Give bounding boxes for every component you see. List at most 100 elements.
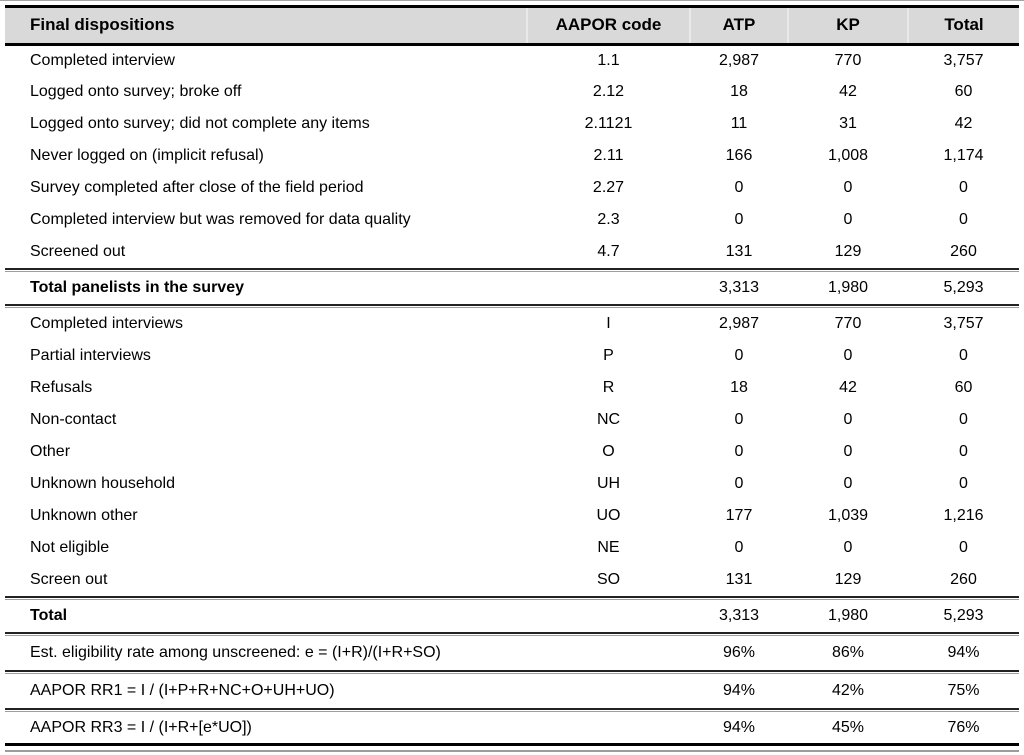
cell-total: 1,216 xyxy=(943,507,984,524)
cell-atp: 0 xyxy=(734,211,744,228)
page-top-edge-line xyxy=(0,0,1024,1)
cell-kp: 0 xyxy=(843,411,853,428)
cell-kp: 0 xyxy=(843,539,853,556)
section-divider xyxy=(5,268,1019,272)
cell-label: Refusals xyxy=(30,379,93,396)
cell-kp: 770 xyxy=(834,51,862,69)
cell-aapor-code: P xyxy=(603,347,614,364)
cell-aapor-code: SO xyxy=(596,571,621,588)
cell-aapor-code: 1.1 xyxy=(597,51,620,69)
cell-kp: 42 xyxy=(839,83,857,100)
cell-aapor-code: UH xyxy=(596,475,621,492)
cell-atp: 3,313 xyxy=(718,607,760,624)
cell-atp: 131 xyxy=(725,571,753,588)
cell-atp: 166 xyxy=(725,147,753,164)
cell-label: Total panelists in the survey xyxy=(30,279,244,296)
cell-aapor-code: 2.1121 xyxy=(584,115,633,132)
cell-total: 94% xyxy=(947,644,980,661)
cell-aapor-code: I xyxy=(606,315,611,332)
column-header-kp: KP xyxy=(787,8,908,46)
cell-kp: 86% xyxy=(831,644,865,661)
cell-atp: 0 xyxy=(734,347,744,364)
table-row: Logged onto survey; broke off 2.12 18 42… xyxy=(5,76,1019,108)
cell-kp: 0 xyxy=(843,179,853,196)
column-header-total: Total xyxy=(907,8,1019,46)
cell-atp: 96% xyxy=(722,644,756,661)
table-row: Unknown household UH 0 0 0 xyxy=(5,468,1019,500)
cell-atp: 0 xyxy=(734,443,744,460)
total-row: Total 3,313 1,980 5,293 xyxy=(5,600,1019,632)
column-header-final-dispositions: Final dispositions xyxy=(5,8,527,46)
page-bottom-edge-line xyxy=(5,750,1019,752)
cell-atp: 18 xyxy=(730,83,748,100)
cell-atp: 3,313 xyxy=(718,279,760,296)
cell-kp: 0 xyxy=(843,475,853,492)
cell-kp: 1,980 xyxy=(827,607,869,624)
cell-total: 260 xyxy=(950,571,977,588)
cell-aapor-code: UO xyxy=(596,507,621,524)
cell-aapor-code: 2.3 xyxy=(597,211,620,228)
cell-label: Completed interviews xyxy=(30,315,183,332)
cell-label: Screened out xyxy=(30,243,126,260)
cell-label: Screen out xyxy=(30,571,108,588)
cell-kp: 1,980 xyxy=(827,279,869,296)
cell-total: 75% xyxy=(947,682,980,699)
table-row: Logged onto survey; did not complete any… xyxy=(5,108,1019,140)
cell-label: Partial interviews xyxy=(30,347,151,364)
aapor-rr1-row: AAPOR RR1 = I / (I+P+R+NC+O+UH+UO) 94% 4… xyxy=(5,674,1019,708)
table-row: Completed interview but was removed for … xyxy=(5,204,1019,236)
cell-label: Est. eligibility rate among unscreened: … xyxy=(30,644,441,661)
cell-kp: 1,008 xyxy=(827,147,869,164)
table-row: Non-contact NC 0 0 0 xyxy=(5,404,1019,436)
cell-label: Non-contact xyxy=(30,411,117,428)
cell-label: Total xyxy=(30,607,68,624)
cell-label: Completed interview but was removed for … xyxy=(30,211,411,228)
cell-kp: 1,039 xyxy=(827,507,869,524)
table-row: Refusals R 18 42 60 xyxy=(5,372,1019,404)
cell-atp: 0 xyxy=(734,411,744,428)
cell-label: AAPOR RR1 = I / (I+P+R+NC+O+UH+UO) xyxy=(30,682,335,699)
cell-atp: 94% xyxy=(722,718,756,736)
cell-aapor-code xyxy=(527,272,690,304)
aapor-rr3-row: AAPOR RR3 = I / (I+R+[e*UO]) 94% 45% 76% xyxy=(5,712,1019,743)
cell-total: 0 xyxy=(959,539,968,556)
cell-atp: 11 xyxy=(730,115,748,132)
cell-kp: 0 xyxy=(843,347,853,364)
cell-total: 76% xyxy=(947,718,980,736)
cell-total: 0 xyxy=(959,211,968,228)
cell-total: 260 xyxy=(950,243,977,260)
cell-atp: 0 xyxy=(734,475,744,492)
cell-aapor-code: 2.12 xyxy=(592,83,625,100)
cell-total: 0 xyxy=(959,475,968,492)
cell-atp: 94% xyxy=(722,682,756,699)
total-panelists-row: Total panelists in the survey 3,313 1,98… xyxy=(5,272,1019,304)
cell-atp: 131 xyxy=(725,243,753,260)
cell-kp: 42% xyxy=(831,682,865,699)
cell-label: Not eligible xyxy=(30,539,110,556)
table-row: Screen out SO 131 129 260 xyxy=(5,564,1019,596)
cell-kp: 31 xyxy=(839,115,857,132)
section-divider xyxy=(5,670,1019,674)
final-dispositions-table: Final dispositions AAPOR code ATP KP Tot… xyxy=(5,8,1019,743)
cell-label: Other xyxy=(30,443,71,460)
cell-label: Completed interview xyxy=(30,51,175,69)
table-row: Never logged on (implicit refusal) 2.11 … xyxy=(5,140,1019,172)
cell-aapor-code xyxy=(527,674,690,708)
cell-atp: 2,987 xyxy=(718,51,760,69)
cell-total: 42 xyxy=(954,115,973,132)
cell-aapor-code xyxy=(527,712,690,743)
cell-atp: 0 xyxy=(734,539,744,556)
cell-label: AAPOR RR3 = I / (I+R+[e*UO]) xyxy=(30,718,252,736)
cell-label: Logged onto survey; broke off xyxy=(30,83,242,100)
eligibility-rate-row: Est. eligibility rate among unscreened: … xyxy=(5,636,1019,670)
section-divider xyxy=(5,596,1019,600)
cell-label: Unknown other xyxy=(30,507,138,524)
cell-total: 3,757 xyxy=(943,315,984,332)
cell-label: Never logged on (implicit refusal) xyxy=(30,147,264,164)
table-row: Not eligible NE 0 0 0 xyxy=(5,532,1019,564)
cell-kp: 0 xyxy=(843,211,853,228)
header-row: Final dispositions AAPOR code ATP KP Tot… xyxy=(5,8,1019,46)
cell-aapor-code: 4.7 xyxy=(597,243,620,260)
column-header-aapor-code: AAPOR code xyxy=(526,8,690,46)
section-divider xyxy=(5,304,1019,308)
